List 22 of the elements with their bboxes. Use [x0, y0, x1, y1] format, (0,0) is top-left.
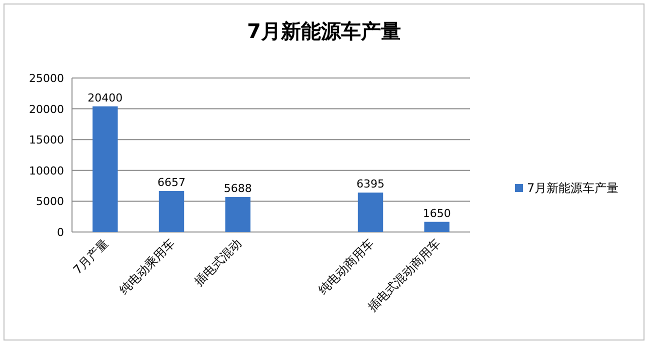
bar	[358, 192, 384, 232]
y-tick-label: 0	[57, 226, 64, 239]
y-tick-label: 10000	[29, 164, 64, 178]
x-tick-label: 纯电动乘用车	[116, 236, 178, 298]
chart-title: 7月新能源车产量	[247, 19, 401, 43]
data-label: 20400	[88, 91, 123, 104]
x-tick-label: 7月产量	[70, 236, 112, 277]
bar	[158, 190, 184, 232]
bar	[225, 196, 250, 232]
data-label: 1650	[422, 206, 451, 220]
data-label: 6395	[356, 178, 384, 191]
legend-label: 7月新能源车产量	[527, 181, 619, 195]
x-tick-label: 插电式混动	[192, 236, 244, 289]
data-label: 6657	[158, 176, 186, 189]
bar	[424, 222, 450, 232]
data-label: 5688	[224, 182, 252, 195]
x-tick-label: 纯电动商用车	[316, 236, 377, 298]
y-tick-label: 5000	[36, 195, 64, 208]
y-tick-label: 25000	[29, 72, 64, 85]
bar	[92, 106, 118, 232]
y-tick-label: 15000	[29, 134, 64, 147]
y-tick-label: 20000	[29, 102, 64, 116]
